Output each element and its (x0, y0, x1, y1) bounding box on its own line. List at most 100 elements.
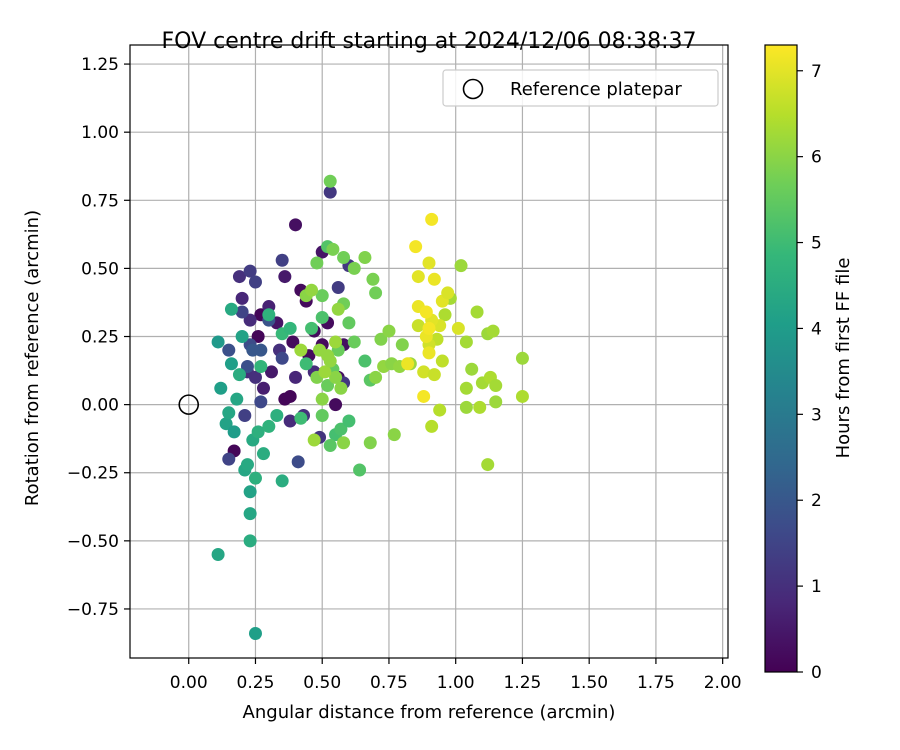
x-axis-ticks: 0.00 0.25 0.50 0.75 1.00 1.25 1.50 1.75 2.00 (170, 658, 742, 693)
data-point (323, 185, 337, 199)
legend-box (442, 69, 719, 107)
data-point (459, 381, 473, 395)
data-point (489, 379, 503, 393)
data-point (289, 370, 303, 384)
data-point (409, 240, 423, 254)
data-point (419, 305, 433, 319)
data-point (214, 381, 228, 395)
colorbar-tick-label: 6 (811, 148, 822, 168)
data-point (286, 335, 300, 349)
data-point (369, 370, 383, 384)
y-tick-label: −0.75 (67, 600, 119, 620)
data-point (243, 534, 257, 548)
x-tick-label: 0.25 (237, 673, 275, 693)
data-point (417, 389, 431, 403)
y-tick-label: 0.75 (81, 191, 119, 211)
data-point (219, 417, 233, 431)
data-point (323, 174, 337, 188)
data-point (211, 547, 225, 561)
data-point (382, 324, 396, 338)
data-point (451, 321, 465, 335)
data-point (222, 343, 236, 357)
data-point (318, 365, 332, 379)
data-point (224, 302, 238, 316)
data-point (323, 438, 337, 452)
data-point (334, 381, 348, 395)
data-point (283, 321, 297, 335)
data-point (254, 395, 268, 409)
data-point (387, 428, 401, 442)
data-point (433, 403, 447, 417)
data-point (395, 338, 409, 352)
x-tick-label: 1.75 (637, 673, 675, 693)
data-point (230, 392, 244, 406)
data-point (224, 357, 238, 371)
legend-marker-icon (462, 78, 484, 100)
data-point (275, 351, 289, 365)
data-point (243, 485, 257, 499)
data-point (283, 389, 297, 403)
data-point (294, 411, 308, 425)
data-point (222, 452, 236, 466)
data-point (441, 286, 455, 300)
data-point (347, 261, 361, 275)
chart-title: FOV centre drift starting at 2024/12/06 … (162, 29, 697, 54)
data-point (299, 357, 313, 371)
data-point (310, 256, 324, 270)
data-point (291, 455, 305, 469)
data-point (411, 319, 425, 333)
data-point (315, 310, 329, 324)
data-point (238, 409, 252, 423)
x-tick-label: 2.00 (704, 673, 742, 693)
colorbar-tick-label: 1 (811, 577, 822, 597)
data-point (422, 256, 436, 270)
data-point (240, 359, 254, 373)
data-point (294, 343, 308, 357)
y-axis-ticks: −0.75 −0.50 −0.25 0.00 0.25 0.50 0.75 1.00 1.25 (67, 55, 130, 620)
data-point (342, 316, 356, 330)
data-point (470, 305, 484, 319)
data-point (232, 270, 246, 284)
data-point (256, 447, 270, 461)
data-point (262, 308, 276, 322)
data-point (264, 365, 278, 379)
data-point (366, 272, 380, 286)
colorbar-tick-label: 3 (811, 405, 822, 425)
data-point (337, 436, 351, 450)
y-tick-label: −0.50 (67, 532, 119, 552)
data-point (232, 368, 246, 382)
data-point (358, 251, 372, 265)
data-point (347, 335, 361, 349)
data-point (275, 474, 289, 488)
data-point (305, 283, 319, 297)
data-point (459, 335, 473, 349)
data-point (363, 436, 377, 450)
data-points (211, 174, 529, 640)
data-point (240, 458, 254, 472)
data-point (251, 425, 265, 439)
legend: Reference platepar (442, 69, 719, 107)
data-point (248, 626, 262, 640)
data-point (401, 357, 415, 371)
data-point (374, 332, 388, 346)
y-tick-label: 0.25 (81, 328, 119, 348)
data-point (227, 425, 241, 439)
data-point (243, 507, 257, 521)
y-axis-label: Rotation from reference (arcmin) (22, 210, 43, 506)
data-point (417, 365, 431, 379)
data-point (481, 458, 495, 472)
data-point (438, 308, 452, 322)
data-point (425, 212, 439, 226)
colorbar-label: Hours from first FF file (833, 258, 854, 459)
x-tick-label: 1.25 (504, 673, 542, 693)
data-point (235, 305, 249, 319)
data-point (305, 321, 319, 335)
y-tick-label: −0.25 (67, 464, 119, 484)
data-point (323, 354, 337, 368)
data-point (243, 264, 257, 278)
data-point (459, 400, 473, 414)
data-point (235, 330, 249, 344)
data-point (454, 259, 468, 273)
x-tick-label: 0.50 (303, 673, 341, 693)
reference-platepar-marker (178, 394, 200, 415)
